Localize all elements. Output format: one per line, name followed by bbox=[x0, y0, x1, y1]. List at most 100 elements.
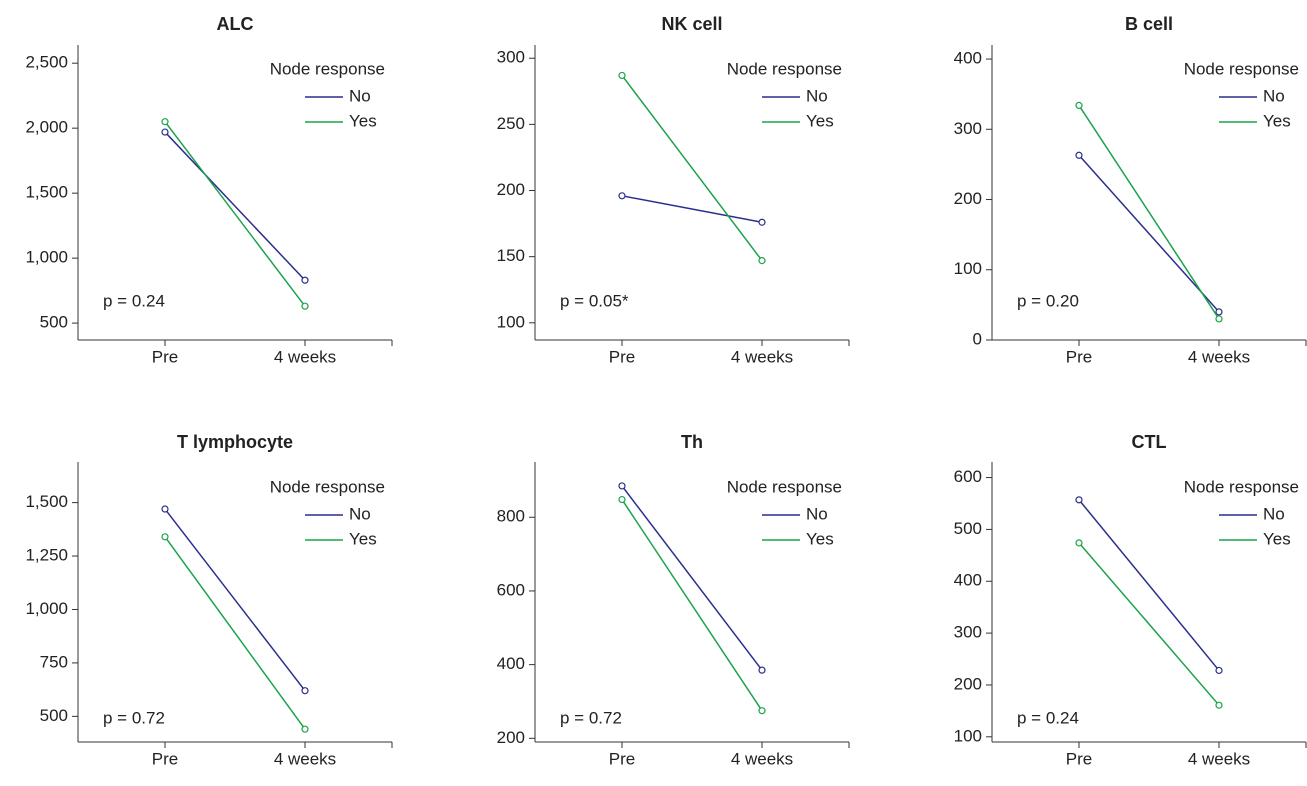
data-point bbox=[1215, 315, 1223, 323]
series-line bbox=[1078, 154, 1220, 313]
legend-title: Node response bbox=[727, 477, 842, 496]
y-tick-label: 2,000 bbox=[25, 118, 68, 137]
chart-title: Th bbox=[681, 432, 703, 452]
y-tick-label: 100 bbox=[954, 259, 982, 278]
x-tick-label: 4 weeks bbox=[274, 347, 336, 366]
chart-title: B cell bbox=[1125, 14, 1173, 34]
p-value: p = 0.24 bbox=[103, 291, 165, 310]
series-line bbox=[1078, 499, 1220, 671]
x-tick-label: 4 weeks bbox=[274, 749, 336, 768]
x-tick-label: Pre bbox=[609, 749, 635, 768]
y-tick-label: 500 bbox=[40, 313, 68, 332]
data-point bbox=[301, 687, 309, 695]
series-line bbox=[621, 485, 763, 671]
y-tick-label: 500 bbox=[954, 519, 982, 538]
series-line bbox=[621, 499, 763, 712]
legend-label: No bbox=[349, 504, 371, 523]
x-tick-label: Pre bbox=[1066, 749, 1092, 768]
x-tick-label: 4 weeks bbox=[1188, 347, 1250, 366]
data-point bbox=[1215, 701, 1223, 709]
legend-title: Node response bbox=[270, 477, 385, 496]
legend-label: No bbox=[806, 86, 828, 105]
legend-label: No bbox=[1263, 86, 1285, 105]
y-tick-label: 1,250 bbox=[25, 546, 68, 565]
data-point bbox=[618, 482, 626, 490]
legend-label: Yes bbox=[1263, 529, 1291, 548]
series-line bbox=[164, 131, 306, 281]
y-tick-label: 150 bbox=[497, 246, 525, 265]
y-tick-label: 100 bbox=[954, 726, 982, 745]
legend-label: No bbox=[1263, 504, 1285, 523]
series-line bbox=[164, 508, 306, 692]
y-tick-label: 800 bbox=[497, 507, 525, 526]
series-line bbox=[1078, 104, 1220, 320]
x-tick-label: 4 weeks bbox=[1188, 749, 1250, 768]
legend-title: Node response bbox=[727, 59, 842, 78]
x-tick-label: 4 weeks bbox=[731, 347, 793, 366]
data-point bbox=[618, 495, 626, 504]
x-tick-label: Pre bbox=[1066, 347, 1092, 366]
data-point bbox=[1075, 539, 1083, 547]
x-tick-label: Pre bbox=[152, 749, 178, 768]
y-tick-label: 1,000 bbox=[25, 599, 68, 618]
x-tick-label: 4 weeks bbox=[731, 749, 793, 768]
data-point bbox=[618, 71, 626, 80]
data-point bbox=[1075, 151, 1083, 159]
data-point bbox=[161, 533, 169, 541]
p-value: p = 0.20 bbox=[1017, 291, 1079, 310]
y-tick-label: 400 bbox=[954, 49, 982, 68]
data-point bbox=[1075, 101, 1083, 110]
y-tick-label: 600 bbox=[954, 467, 982, 486]
p-value: p = 0.72 bbox=[560, 708, 622, 727]
y-tick-label: 200 bbox=[497, 728, 525, 747]
y-tick-label: 200 bbox=[954, 189, 982, 208]
series-line bbox=[164, 121, 306, 307]
data-point bbox=[301, 276, 309, 284]
data-point bbox=[161, 128, 169, 136]
y-tick-label: 300 bbox=[954, 119, 982, 138]
legend-title: Node response bbox=[1184, 59, 1299, 78]
x-tick-label: Pre bbox=[609, 347, 635, 366]
legend-label: Yes bbox=[349, 111, 377, 130]
y-tick-label: 500 bbox=[40, 706, 68, 725]
x-tick-label: Pre bbox=[152, 347, 178, 366]
y-tick-label: 1,000 bbox=[25, 248, 68, 267]
y-tick-label: 400 bbox=[954, 571, 982, 590]
series-line bbox=[621, 74, 763, 262]
legend-label: Yes bbox=[349, 529, 377, 548]
chart-title: ALC bbox=[217, 14, 254, 34]
legend-label: Yes bbox=[806, 529, 834, 548]
series-line bbox=[1078, 542, 1220, 706]
series-line bbox=[164, 536, 306, 730]
y-tick-label: 750 bbox=[40, 652, 68, 671]
data-point bbox=[1075, 496, 1083, 504]
legend-title: Node response bbox=[1184, 477, 1299, 496]
chart-title: T lymphocyte bbox=[177, 432, 293, 452]
chart-title: NK cell bbox=[661, 14, 722, 34]
p-value: p = 0.24 bbox=[1017, 708, 1079, 727]
y-tick-label: 600 bbox=[497, 580, 525, 599]
data-point bbox=[301, 725, 309, 733]
data-point bbox=[301, 302, 309, 310]
data-point bbox=[618, 192, 626, 200]
data-point bbox=[758, 666, 766, 674]
y-tick-label: 1,500 bbox=[25, 183, 68, 202]
legend-label: Yes bbox=[806, 111, 834, 130]
y-tick-label: 400 bbox=[497, 654, 525, 673]
legend-label: No bbox=[806, 504, 828, 523]
data-point bbox=[758, 707, 766, 715]
y-tick-label: 200 bbox=[954, 674, 982, 693]
data-point bbox=[758, 257, 766, 265]
y-tick-label: 200 bbox=[497, 180, 525, 199]
legend-label: No bbox=[349, 86, 371, 105]
chart-title: CTL bbox=[1132, 432, 1167, 452]
p-value: p = 0.05* bbox=[560, 291, 629, 310]
y-tick-label: 0 bbox=[973, 329, 982, 348]
y-tick-label: 2,500 bbox=[25, 53, 68, 72]
series-line bbox=[621, 195, 763, 224]
y-tick-label: 300 bbox=[954, 623, 982, 642]
legend-title: Node response bbox=[270, 59, 385, 78]
data-point bbox=[1215, 666, 1223, 675]
data-point bbox=[161, 505, 169, 513]
